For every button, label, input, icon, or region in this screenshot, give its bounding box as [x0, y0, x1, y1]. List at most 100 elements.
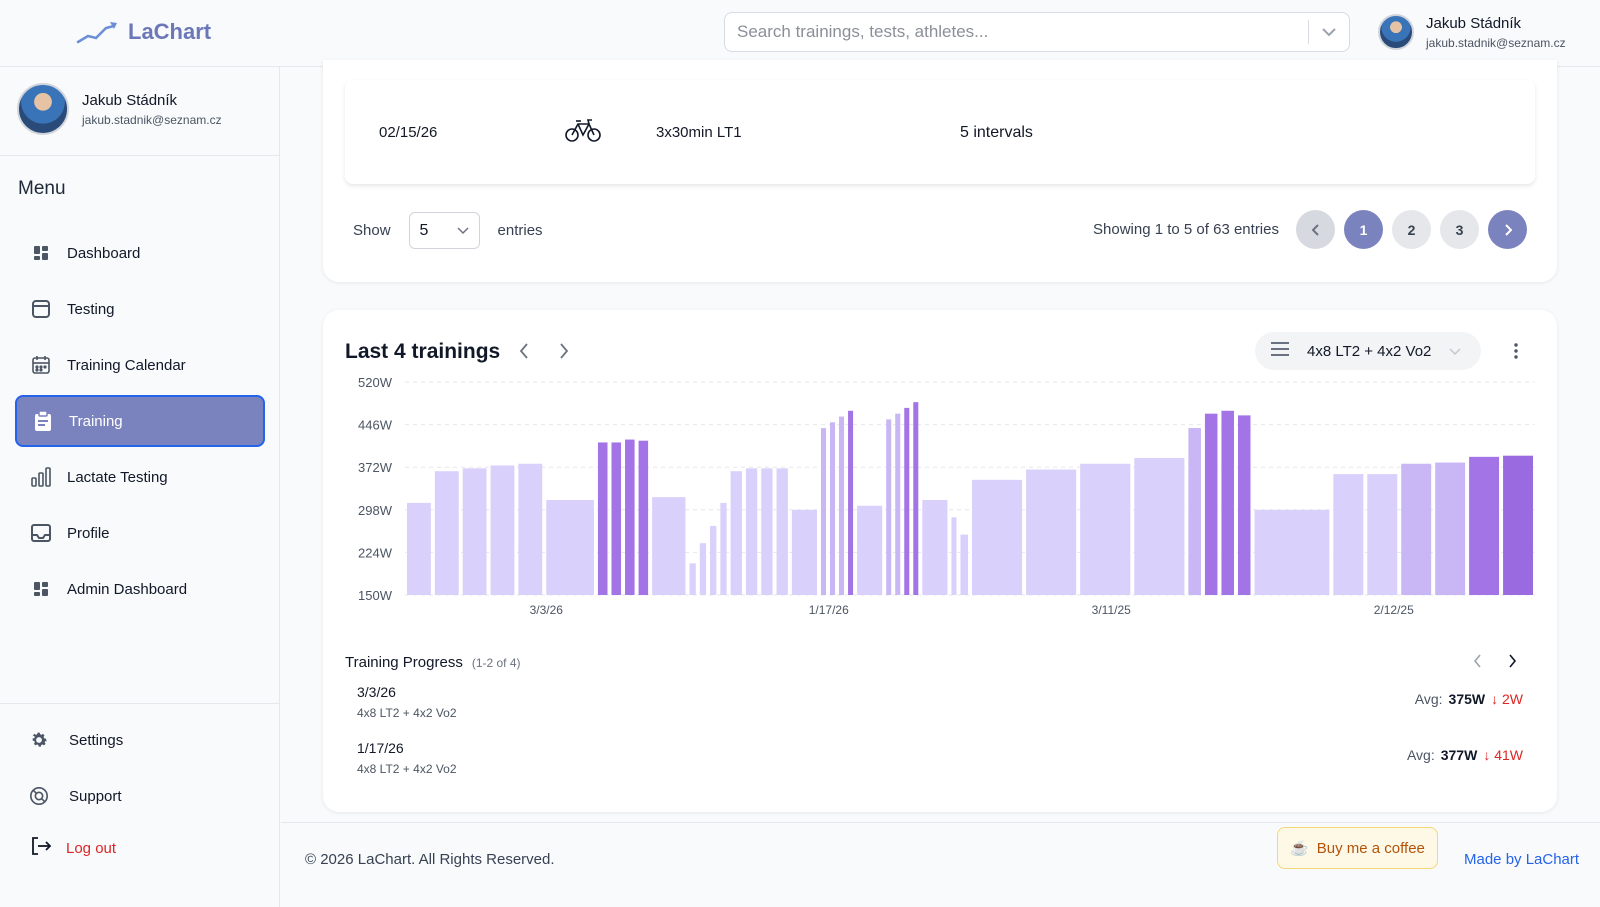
logout-icon: [30, 835, 52, 861]
chart-bar: [462, 468, 487, 595]
sidebar-item-training-calendar[interactable]: Training Calendar: [15, 339, 265, 391]
progress-nav: [1473, 654, 1517, 673]
list-item[interactable]: 1/17/26 4x8 LT2 + 4x2 Vo2 Avg: 377W ↓ 41…: [345, 734, 1535, 784]
chart-bar: [1221, 410, 1234, 595]
chevron-left-icon: [1311, 223, 1319, 236]
header-user-menu[interactable]: Jakub Stádník jakub.stadnik@seznam.cz: [1378, 14, 1566, 50]
chart-bar: [791, 509, 817, 595]
sidebar-item-label: Settings: [69, 731, 124, 749]
menu-title: Menu: [18, 178, 66, 199]
sidebar-item-testing[interactable]: Testing: [15, 283, 265, 335]
sidebar-item-lactate-testing[interactable]: Lactate Testing: [15, 451, 265, 503]
chevron-right-icon[interactable]: [1508, 654, 1517, 673]
buy-coffee-label: Buy me a coffee: [1316, 839, 1425, 857]
next-page-button[interactable]: [1488, 210, 1527, 249]
header-user-name: Jakub Stádník: [1426, 14, 1522, 32]
sidebar-nav: Dashboard Testing Training Calendar Trai…: [15, 227, 265, 619]
sidebar-item-label: Training: [69, 412, 123, 430]
buy-coffee-button[interactable]: ☕ Buy me a coffee: [1277, 827, 1438, 869]
divider: [0, 703, 280, 704]
list-item[interactable]: 3/3/26 4x8 LT2 + 4x2 Vo2 Avg: 375W ↓ 2W: [345, 678, 1535, 728]
search-input[interactable]: [725, 13, 1308, 51]
chart-bar: [597, 442, 608, 595]
pagination: Showing 1 to 5 of 63 entries 1 2 3: [1093, 210, 1527, 249]
chart-bar: [518, 463, 543, 595]
entries-label: entries: [497, 222, 543, 239]
logout-button[interactable]: Log out: [30, 835, 116, 861]
chart-bar: [1469, 456, 1500, 595]
chart-bar: [820, 428, 827, 595]
made-by-link[interactable]: Made by LaChart: [1464, 851, 1580, 868]
sidebar-item-admin-dashboard[interactable]: Admin Dashboard: [15, 563, 265, 615]
sidebar-user[interactable]: Jakub Stádník jakub.stadnik@seznam.cz: [17, 83, 222, 135]
footer: © 2026 LaChart. All Rights Reserved. ☕ B…: [281, 822, 1600, 907]
page-size-select[interactable]: 5: [408, 212, 480, 249]
chevron-down-icon[interactable]: [1309, 13, 1349, 51]
trainings-bar-chart: 520W 446W 372W 298W 224W 150W 3/3/26 1/17/26 3/1…: [358, 375, 1535, 617]
row-intervals: 5 intervals: [960, 124, 1033, 141]
chevron-left-icon[interactable]: [1473, 654, 1482, 673]
chevron-right-icon[interactable]: [559, 343, 569, 364]
chart-bar: [1333, 474, 1364, 595]
sidebar-item-label: Lactate Testing: [67, 468, 168, 486]
sidebar-item-settings[interactable]: Settings: [15, 714, 265, 766]
y-tick-label: 372W: [358, 460, 393, 475]
app-logo[interactable]: LaChart: [76, 18, 211, 46]
chart-bar: [1188, 428, 1201, 595]
progress-workout: 4x8 LT2 + 4x2 Vo2: [357, 706, 457, 720]
workout-select[interactable]: 4x8 LT2 + 4x2 Vo2: [1255, 332, 1481, 370]
sidebar-user-email: jakub.stadnik@seznam.cz: [82, 112, 222, 127]
pagination-info: Showing 1 to 5 of 63 entries: [1093, 221, 1279, 238]
coffee-icon: ☕: [1290, 840, 1309, 857]
page-3-button[interactable]: 3: [1440, 210, 1479, 249]
chart-bar: [830, 422, 836, 595]
chart-bar: [699, 543, 707, 595]
chart-bar: [776, 468, 788, 595]
sidebar-item-dashboard[interactable]: Dashboard: [15, 227, 265, 279]
sidebar-item-training[interactable]: Training: [15, 395, 265, 447]
chart-bar: [972, 479, 1023, 595]
chart-bar: [546, 500, 594, 595]
trend-line-icon: [76, 22, 117, 44]
sidebar-item-label: Admin Dashboard: [67, 580, 188, 598]
chart-bar: [1503, 455, 1533, 595]
chart-bar: [904, 407, 910, 595]
chart-bar: [895, 413, 901, 595]
chart-bar: [638, 440, 649, 595]
avg-value: 377W: [1440, 747, 1478, 763]
avg-label: Avg:: [1414, 691, 1443, 707]
sidebar: Jakub Stádník jakub.stadnik@seznam.cz Me…: [0, 67, 280, 907]
y-tick-label: 150W: [358, 588, 393, 603]
progress-date: 3/3/26: [357, 684, 396, 700]
clipboard-icon: [33, 411, 53, 431]
chart-bar: [1401, 463, 1432, 595]
chevron-left-icon[interactable]: [519, 343, 529, 364]
chevron-right-icon: [1504, 223, 1512, 236]
chart-bar: [1237, 415, 1251, 595]
copyright: © 2026 LaChart. All Rights Reserved.: [305, 851, 555, 868]
table-row[interactable]: 02/15/26 3x30min LT1 5 intervals: [345, 80, 1535, 184]
prev-page-button[interactable]: [1296, 210, 1335, 249]
avg-delta: ↓ 41W: [1483, 747, 1523, 763]
top-bar: LaChart Jakub Stádník jakub.stadnik@sezn…: [0, 0, 1600, 67]
chart-bar: [689, 563, 696, 595]
sidebar-item-support[interactable]: Support: [15, 770, 265, 822]
inbox-icon: [31, 523, 51, 543]
chart-bar: [1435, 462, 1466, 595]
chart-bar: [848, 410, 854, 595]
y-tick-label: 446W: [358, 418, 393, 433]
sidebar-item-label: Support: [69, 787, 122, 805]
chart-bar: [857, 505, 883, 595]
support-icon: [29, 786, 49, 806]
chart-bar: [652, 497, 686, 595]
chart-bar: [960, 534, 968, 595]
page-2-button[interactable]: 2: [1392, 210, 1431, 249]
x-tick-label: 1/17/26: [809, 603, 849, 617]
more-options-icon[interactable]: [1513, 342, 1519, 365]
chart-bar: [1367, 474, 1398, 595]
page-size-control: Show 5 entries: [353, 212, 543, 249]
gear-icon: [29, 730, 49, 750]
page-1-button[interactable]: 1: [1344, 210, 1383, 249]
sidebar-item-profile[interactable]: Profile: [15, 507, 265, 559]
sidebar-item-label: Training Calendar: [67, 356, 186, 374]
